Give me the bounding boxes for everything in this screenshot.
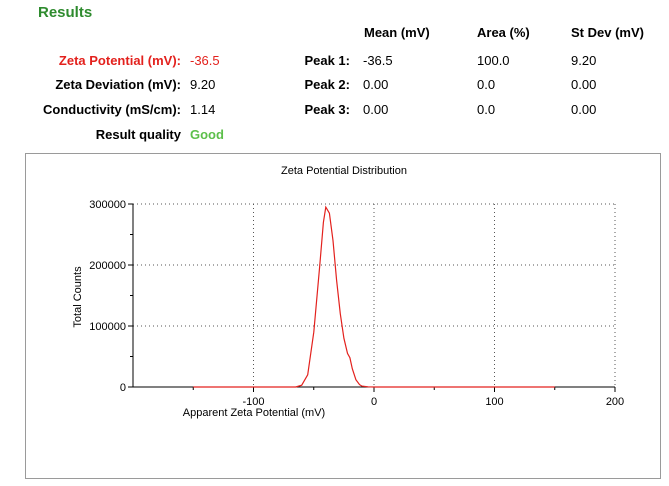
y-axis-label: Total Counts <box>72 266 84 328</box>
grid-layer <box>133 203 616 387</box>
header-area: Area (%) <box>477 25 530 40</box>
x-tick-label: -100 <box>242 396 264 408</box>
zeta-distribution-chart: Zeta Potential Distribution Apparent Zet… <box>72 165 624 419</box>
peak-1-stdev: 9.20 <box>571 53 597 68</box>
peak-2-stdev: 0.00 <box>571 77 597 92</box>
peak-2-mean: 0.00 <box>363 77 389 92</box>
y-tick-label: 0 <box>120 382 126 394</box>
chart-panel: Zeta Potential Distribution Apparent Zet… <box>25 153 661 479</box>
peak-3-mean: 0.00 <box>363 102 389 117</box>
results-title: Results <box>38 4 93 21</box>
peak-1-mean: -36.5 <box>363 53 393 68</box>
zeta-deviation-label: Zeta Deviation (mV): <box>55 77 181 92</box>
result-quality-label: Result quality <box>95 127 181 142</box>
zeta-deviation-value: 9.20 <box>190 77 216 92</box>
x-axis-label: Apparent Zeta Potential (mV) <box>183 407 325 419</box>
series-line-1 <box>193 205 555 388</box>
y-tick-label: 200000 <box>89 260 126 272</box>
result-quality-value: Good <box>190 127 224 142</box>
zeta-potential-label: Zeta Potential (mV): <box>58 53 181 68</box>
axis-layer: 0 100000 200000 300000 -100 0 100 200 <box>89 199 624 408</box>
y-tick-label: 300000 <box>89 199 126 211</box>
x-tick-label: 0 <box>371 396 377 408</box>
zeta-potential-value: -36.5 <box>190 53 220 68</box>
peak-1-area: 100.0 <box>477 53 510 68</box>
x-tick-label: 200 <box>606 396 624 408</box>
peak-3-area: 0.0 <box>477 102 496 117</box>
series-layer <box>193 205 555 388</box>
conductivity-label: Conductivity (mS/cm): <box>43 102 181 117</box>
peak-1-label: Peak 1: <box>304 53 350 68</box>
y-tick-label: 100000 <box>89 321 126 333</box>
peak-3-stdev: 0.00 <box>571 102 597 117</box>
x-tick-label: 100 <box>485 396 503 408</box>
chart-title: Zeta Potential Distribution <box>281 165 407 177</box>
peak-2-area: 0.0 <box>477 77 496 92</box>
conductivity-value: 1.14 <box>190 102 216 117</box>
peak-2-label: Peak 2: <box>304 77 350 92</box>
header-stdev: St Dev (mV) <box>571 25 644 40</box>
header-mean: Mean (mV) <box>364 25 430 40</box>
peak-3-label: Peak 3: <box>304 102 350 117</box>
